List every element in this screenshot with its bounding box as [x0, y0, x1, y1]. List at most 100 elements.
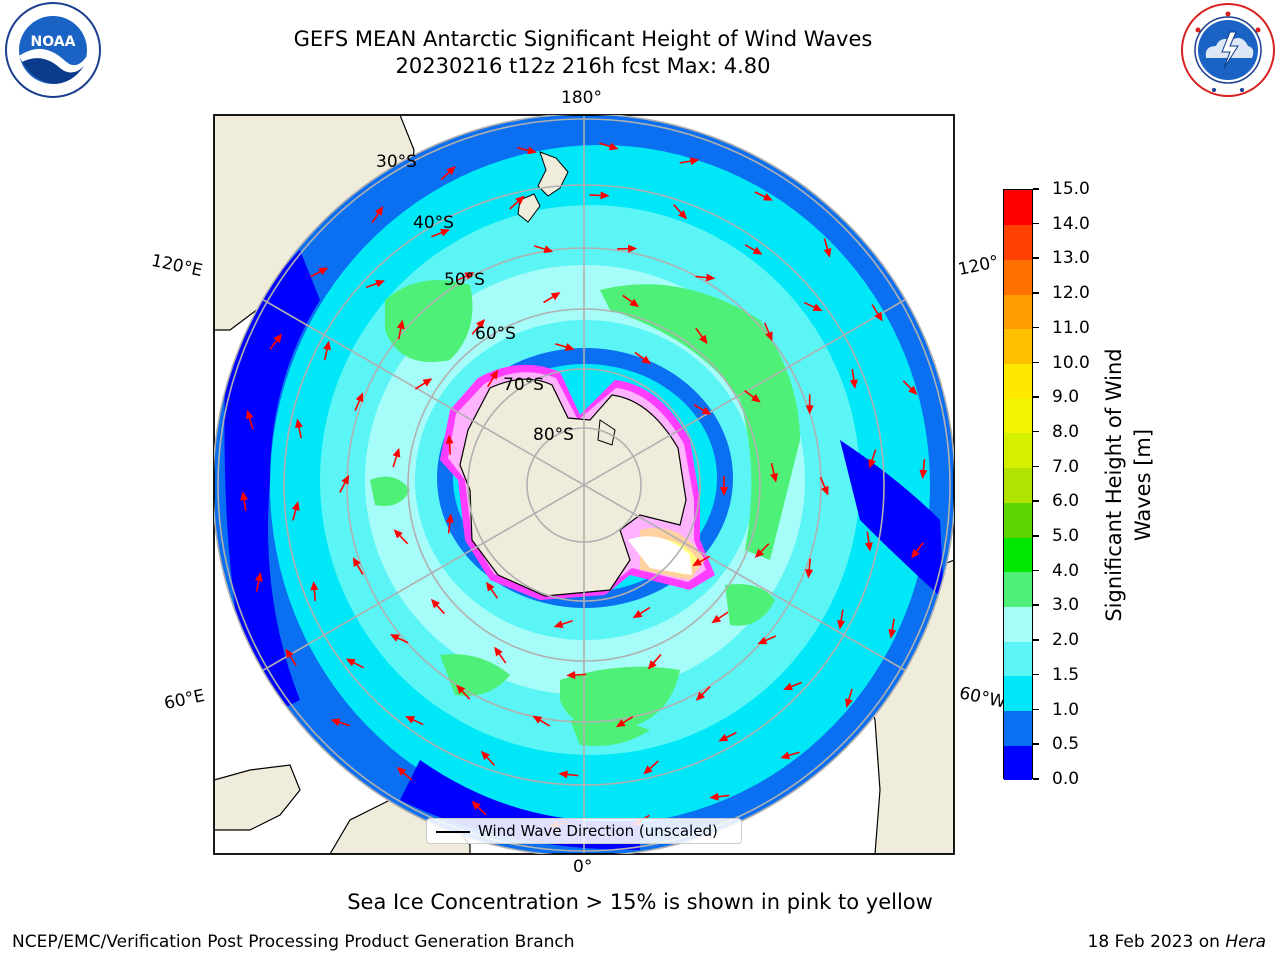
- wave-arrow-head: [805, 405, 814, 415]
- colorbar-tick-label: 0.0: [1052, 769, 1080, 789]
- wave-arrow-head: [600, 191, 610, 200]
- wave-arrow-head: [553, 620, 564, 629]
- date-text: 18 Feb 2023 on: [1087, 932, 1226, 952]
- colorbar-tick: [1033, 778, 1039, 780]
- colorbar-tick-label: 1.5: [1052, 664, 1080, 685]
- wave-arrow-head: [762, 193, 773, 201]
- colorbar-segment: [1004, 571, 1032, 607]
- wave-arrow-head: [888, 629, 897, 639]
- wave-arrow-head: [705, 273, 716, 282]
- colorbar-segment: [1004, 259, 1032, 295]
- map-legend: Wind Wave Direction (unscaled): [426, 818, 742, 844]
- wave-arrow-head: [864, 542, 873, 552]
- colorbar-tick: [1033, 465, 1039, 468]
- wave-arrow-head: [393, 529, 403, 539]
- colorbar-tick: [1033, 292, 1039, 294]
- wave-arrow-head: [375, 279, 386, 288]
- wave-arrow-head: [911, 548, 920, 559]
- colorbar-segment: [1004, 398, 1032, 434]
- colorbar-segment: [1004, 745, 1032, 781]
- wave-arrow-head: [464, 272, 475, 280]
- wave-arrow-head: [770, 472, 778, 483]
- wave-arrow-head: [608, 142, 619, 151]
- wave-arrow-head: [868, 458, 876, 469]
- colorbar-segment: [1004, 675, 1032, 712]
- wave-arrow-head: [754, 548, 764, 559]
- wave-arrow-head: [720, 487, 728, 496]
- wave-arrow-head: [632, 610, 643, 619]
- wave-arrow-head: [392, 447, 401, 458]
- credit-line: NCEP/EMC/Verification Post Processing Pr…: [12, 932, 575, 952]
- colorbar-tick-label: 15.0: [1052, 179, 1090, 199]
- lat-label-40s: 40°S: [413, 213, 454, 233]
- wave-arrow-head: [430, 598, 440, 609]
- colorbar-segment: [1004, 467, 1032, 503]
- colorbar-tick-label: 5.0: [1052, 526, 1080, 547]
- wave-arrow-head: [643, 765, 653, 775]
- wave-arrow-head: [908, 385, 918, 396]
- wave-arrow-head: [446, 166, 456, 176]
- colorbar-tick-label: 9.0: [1052, 387, 1080, 408]
- land-antarctica: [459, 378, 687, 597]
- wave-arrow-head: [489, 369, 499, 380]
- colorbar-tick-label: 8.0: [1052, 421, 1080, 442]
- colorbar-tick: [1033, 222, 1039, 225]
- land-africa: [214, 764, 301, 831]
- colorbar-tick: [1033, 396, 1039, 398]
- wave-arrow-head: [273, 333, 283, 344]
- wave-arrow-head: [405, 716, 416, 724]
- wave-arrow-head: [330, 718, 341, 727]
- colorbar-segment: [1004, 190, 1032, 226]
- wave-arrow-head: [285, 648, 294, 659]
- noaa-logo-text: NOAA: [31, 34, 76, 50]
- sea-ice-note: Sea Ice Concentration > 15% is shown in …: [347, 890, 933, 914]
- colorbar-tick: [1033, 673, 1039, 676]
- land-new-zealand: [517, 151, 569, 223]
- graticule: [217, 115, 951, 854]
- colorbar-tick: [1033, 430, 1039, 433]
- colorbar-segment: [1004, 502, 1032, 538]
- wave-arrow-head: [471, 800, 481, 811]
- wave-arrow-head: [752, 246, 763, 255]
- lat-label-80s: 80°S: [533, 425, 574, 445]
- colorbar-segment: [1004, 710, 1032, 746]
- colorbar-tick-label: 14.0: [1052, 213, 1090, 234]
- wave-arrow-head: [345, 658, 356, 667]
- wave-arrow-head: [919, 469, 928, 479]
- wave-arrow-head: [812, 303, 823, 312]
- wave-arrow-head: [783, 682, 793, 691]
- colorbar-tick: [1033, 639, 1039, 641]
- wave-arrow-head: [629, 298, 640, 308]
- wave-arrow-head: [543, 245, 554, 253]
- wave-arrow-head: [647, 660, 657, 670]
- colorbar-tick-label: 6.0: [1052, 491, 1080, 512]
- chart-title: GEFS MEAN Antarctic Significant Height o…: [293, 27, 873, 51]
- wave-arrow-head: [486, 581, 495, 592]
- date-stamp: 18 Feb 2023 on Hera: [1088, 932, 1266, 952]
- wave-arrow-head: [389, 634, 400, 642]
- colorbar-tick-label: 1.0: [1052, 699, 1080, 720]
- colorbar-tick: [1033, 326, 1039, 329]
- wave-arrow-head: [678, 210, 688, 220]
- wind-wave-arrows: [240, 142, 928, 829]
- colorbar-tick-label: 13.0: [1052, 248, 1090, 269]
- wave-arrow-head: [396, 319, 405, 330]
- colorbar-tick-label: 12.0: [1052, 283, 1090, 304]
- wave-arrow-head: [456, 684, 466, 694]
- wave-arrow-head: [245, 409, 254, 420]
- colorbar-tick-label: 7.0: [1052, 456, 1080, 477]
- wave-arrow-head: [701, 406, 712, 415]
- lat-label-50s: 50°S: [444, 270, 485, 290]
- wave-arrow-head: [374, 206, 384, 216]
- wave-arrow-head: [628, 244, 638, 253]
- wave-arrow-head: [445, 434, 454, 444]
- wave-arrow-head: [440, 228, 450, 237]
- wave-arrow-head: [823, 247, 832, 258]
- colorbar-segment: [1004, 328, 1032, 365]
- colorbar-tick: [1033, 257, 1039, 259]
- wave-arrow-head: [615, 719, 626, 728]
- wave-arrow-head: [837, 619, 846, 630]
- wave-arrow-head: [396, 766, 407, 776]
- wave-arrow-head: [532, 715, 543, 724]
